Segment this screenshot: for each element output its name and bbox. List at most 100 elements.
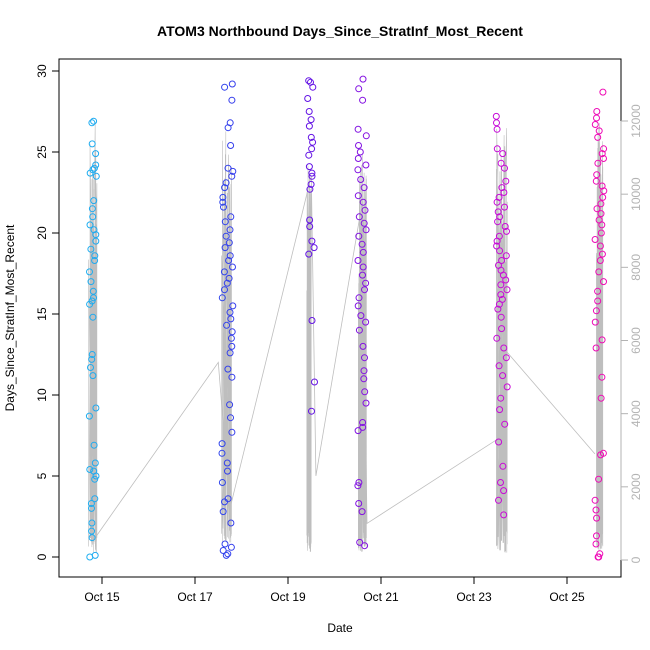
data-point — [361, 542, 369, 550]
data-point — [354, 302, 362, 310]
data-point — [90, 117, 98, 125]
data-point — [92, 237, 100, 245]
y2-tick-label: 4000 — [629, 400, 643, 427]
data-point — [92, 404, 100, 412]
data-point — [223, 279, 231, 287]
x-tick-label: Oct 21 — [363, 590, 399, 604]
y2-tick-label: 2000 — [629, 473, 643, 500]
y-tick-label: 20 — [35, 226, 49, 240]
data-point — [228, 172, 236, 180]
data-point — [594, 287, 602, 295]
data-point — [222, 551, 230, 559]
data-point — [224, 365, 232, 373]
secondary-burst-1 — [88, 121, 98, 553]
data-point — [218, 449, 226, 457]
data-point — [493, 145, 501, 153]
data-point — [599, 193, 607, 201]
data-point — [495, 362, 503, 370]
data-point — [600, 155, 607, 162]
data-point — [359, 96, 367, 104]
data-point — [359, 423, 367, 431]
data-point — [307, 116, 315, 124]
data-point — [359, 198, 367, 206]
data-point — [358, 508, 366, 516]
data-point — [355, 294, 363, 302]
data-point — [223, 459, 231, 467]
data-point — [600, 145, 608, 153]
x-tick-label: Oct 23 — [456, 590, 492, 604]
data-point — [228, 96, 236, 104]
data-point — [592, 307, 600, 315]
y-tick-label: 30 — [35, 64, 49, 78]
data-point — [498, 295, 506, 303]
data-point — [361, 286, 368, 294]
data-point — [594, 297, 602, 305]
data-point — [591, 496, 599, 504]
plot-frame — [58, 58, 622, 578]
data-point — [224, 124, 232, 132]
data-point — [357, 176, 365, 183]
data-point — [309, 83, 317, 91]
data-point — [309, 138, 317, 146]
data-point — [219, 198, 227, 206]
data-point — [594, 553, 602, 561]
data-point — [227, 213, 235, 221]
data-point — [596, 242, 604, 250]
data-point — [500, 344, 508, 352]
data-point — [503, 383, 511, 391]
data-point — [496, 406, 504, 414]
secondary-burst-3 — [306, 165, 312, 552]
data-point — [89, 213, 97, 221]
data-point — [92, 172, 100, 180]
data-point — [361, 354, 368, 362]
data-point — [354, 257, 362, 264]
data-point — [227, 519, 235, 527]
data-point — [311, 378, 318, 386]
data-point — [222, 232, 230, 240]
data-point — [355, 479, 363, 486]
data-point — [597, 200, 605, 208]
data-point — [306, 216, 314, 224]
data-point — [494, 218, 502, 226]
data-point — [500, 511, 508, 519]
data-point — [308, 237, 316, 245]
data-point — [89, 313, 97, 321]
data-point — [88, 351, 96, 358]
data-point — [308, 169, 316, 177]
data-point — [355, 326, 363, 334]
data-point — [228, 342, 236, 350]
data-point — [354, 125, 362, 133]
data-point — [308, 145, 316, 153]
data-point — [305, 108, 313, 115]
y2-tick-label: 6000 — [629, 327, 643, 354]
data-point — [497, 291, 505, 299]
data-point — [225, 257, 233, 264]
data-point — [598, 221, 606, 229]
data-point — [354, 482, 362, 490]
secondary-burst-6 — [596, 123, 604, 552]
data-point — [88, 355, 96, 363]
data-point — [593, 114, 600, 122]
data-point — [89, 287, 97, 295]
data-point — [305, 122, 313, 130]
data-point — [594, 133, 602, 141]
data-point — [499, 462, 507, 470]
secondary-burst-2 — [221, 131, 232, 544]
data-point — [92, 150, 100, 158]
data-point — [592, 506, 600, 514]
data-point — [358, 240, 366, 248]
data-point — [600, 278, 607, 286]
data-point — [305, 151, 313, 159]
data-point — [86, 169, 94, 177]
data-point — [598, 250, 606, 258]
data-point — [493, 125, 501, 133]
data-point — [591, 318, 599, 326]
data-point — [502, 276, 510, 284]
data-point — [90, 226, 98, 234]
data-point — [493, 198, 501, 206]
data-point — [91, 252, 99, 260]
data-point — [222, 179, 230, 187]
data-point — [493, 334, 501, 342]
data-point — [362, 279, 370, 287]
